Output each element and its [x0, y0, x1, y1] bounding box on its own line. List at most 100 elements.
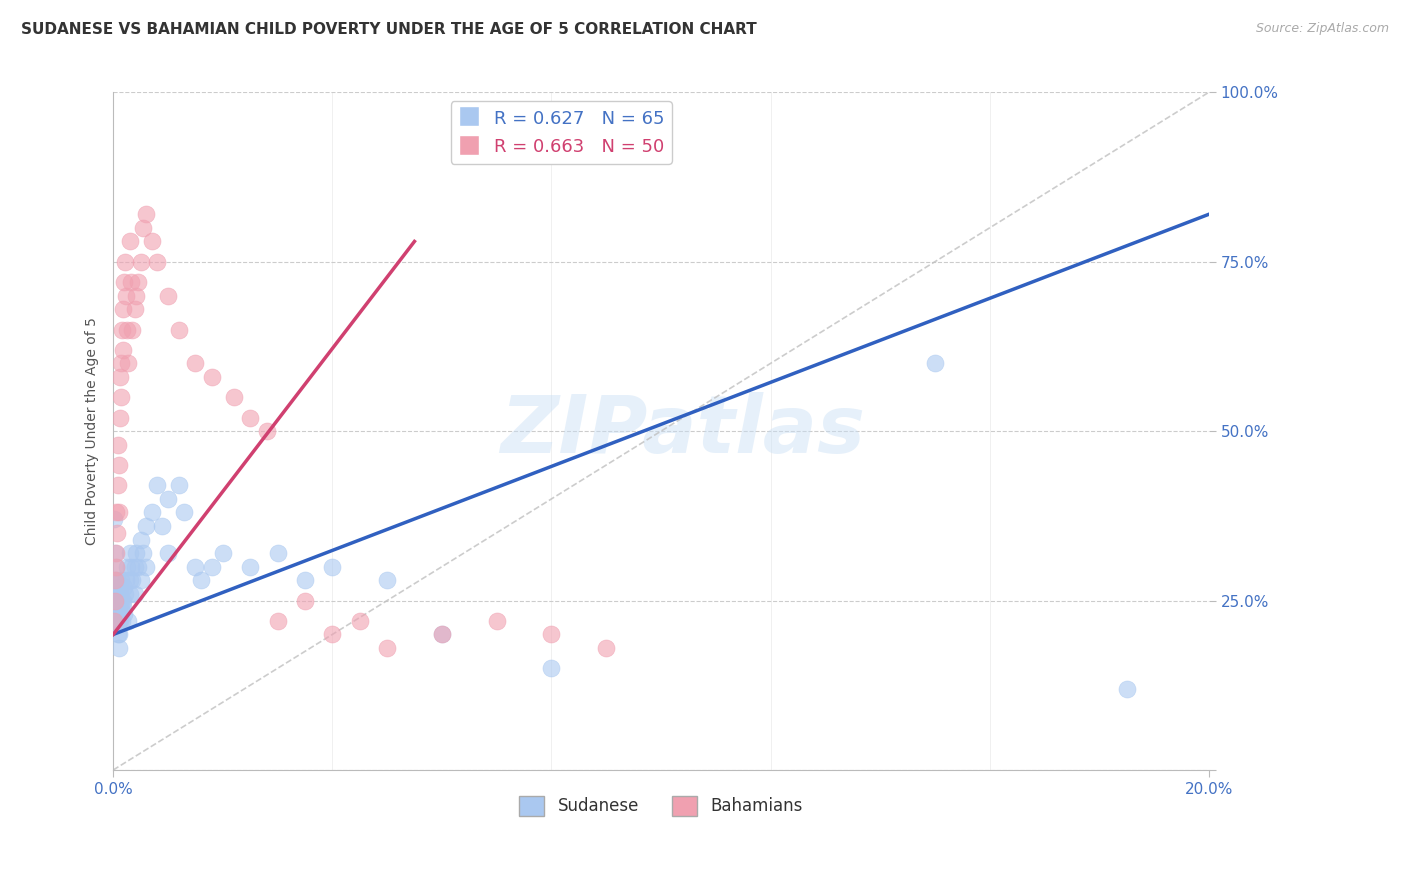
Point [107, 614, 129, 628]
Point [256, 424, 278, 438]
Point [107, 600, 129, 615]
Point [375, 574, 398, 588]
Point [114, 574, 136, 588]
Point [110, 593, 132, 607]
Point [105, 574, 128, 588]
Point [117, 614, 139, 628]
Point [141, 506, 163, 520]
Point [108, 607, 131, 621]
Point [167, 478, 190, 492]
Point [184, 559, 207, 574]
Point [485, 614, 508, 628]
Point [115, 288, 138, 302]
Point [132, 546, 155, 560]
Point [211, 546, 233, 560]
Point [1115, 681, 1137, 696]
Point [127, 559, 149, 574]
Point [430, 627, 453, 641]
Point [430, 627, 453, 641]
Point [125, 546, 148, 560]
Point [129, 574, 152, 588]
Point [125, 288, 148, 302]
Point [129, 254, 152, 268]
Point [173, 506, 195, 520]
Point [107, 438, 129, 452]
Point [111, 593, 134, 607]
Y-axis label: Child Poverty Under the Age of 5: Child Poverty Under the Age of 5 [86, 318, 100, 545]
Legend: Sudanese, Bahamians: Sudanese, Bahamians [512, 789, 810, 822]
Point [112, 600, 135, 615]
Point [110, 370, 132, 384]
Point [112, 580, 135, 594]
Point [156, 491, 179, 506]
Point [124, 587, 146, 601]
Point [118, 235, 141, 249]
Point [105, 525, 128, 540]
Point [201, 370, 224, 384]
Point [108, 410, 131, 425]
Point [120, 559, 142, 574]
Point [107, 458, 129, 472]
Point [103, 512, 125, 526]
Point [103, 614, 125, 628]
Point [156, 546, 179, 560]
Point [104, 559, 127, 574]
Point [107, 627, 129, 641]
Point [146, 254, 169, 268]
Point [111, 322, 134, 336]
Point [118, 546, 141, 560]
Point [104, 574, 127, 588]
Point [110, 587, 132, 601]
Point [132, 220, 155, 235]
Point [239, 559, 262, 574]
Point [117, 356, 139, 370]
Point [105, 614, 128, 628]
Point [121, 574, 143, 588]
Point [107, 600, 129, 615]
Point [111, 343, 134, 357]
Point [595, 640, 617, 655]
Point [201, 559, 224, 574]
Point [107, 627, 129, 641]
Point [156, 288, 179, 302]
Point [127, 275, 149, 289]
Point [146, 478, 169, 492]
Point [129, 533, 152, 547]
Point [294, 574, 316, 588]
Point [108, 580, 131, 594]
Point [321, 559, 343, 574]
Point [104, 587, 127, 601]
Point [222, 390, 245, 404]
Point [107, 506, 129, 520]
Text: ZIPatlas: ZIPatlas [501, 392, 865, 470]
Point [107, 640, 129, 655]
Point [104, 546, 127, 560]
Point [152, 519, 174, 533]
Point [105, 506, 128, 520]
Point [112, 275, 135, 289]
Point [114, 254, 136, 268]
Text: SUDANESE VS BAHAMIAN CHILD POVERTY UNDER THE AGE OF 5 CORRELATION CHART: SUDANESE VS BAHAMIAN CHILD POVERTY UNDER… [21, 22, 756, 37]
Point [124, 302, 146, 317]
Point [110, 574, 132, 588]
Point [266, 614, 288, 628]
Point [190, 574, 212, 588]
Point [120, 275, 142, 289]
Point [118, 587, 141, 601]
Point [105, 559, 128, 574]
Point [111, 614, 134, 628]
Point [135, 559, 157, 574]
Point [294, 593, 316, 607]
Point [110, 390, 132, 404]
Point [114, 587, 136, 601]
Point [375, 640, 398, 655]
Point [107, 478, 129, 492]
Point [104, 574, 127, 588]
Point [141, 235, 163, 249]
Point [121, 322, 143, 336]
Point [110, 356, 132, 370]
Point [105, 593, 128, 607]
Point [239, 410, 262, 425]
Point [107, 587, 129, 601]
Text: Source: ZipAtlas.com: Source: ZipAtlas.com [1256, 22, 1389, 36]
